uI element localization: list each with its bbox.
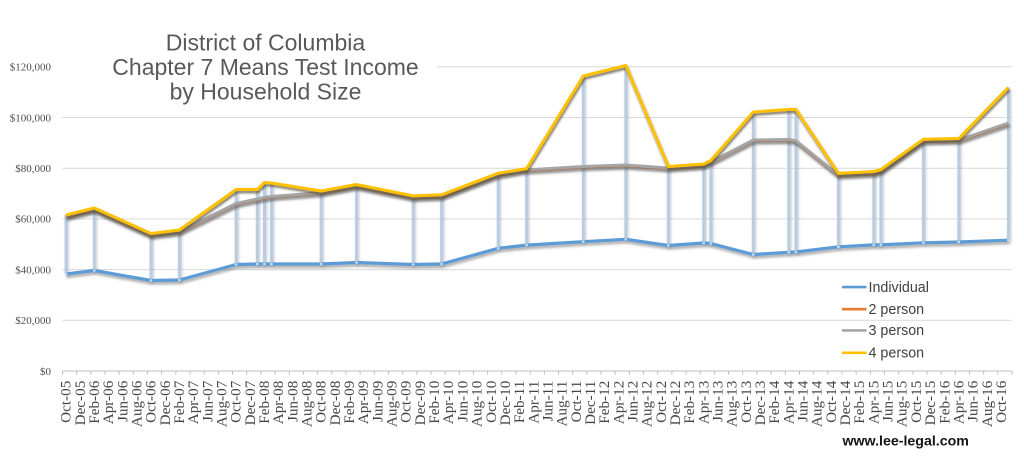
svg-text:Oct-14: Oct-14 <box>823 380 840 423</box>
svg-text:Apr-11: Apr-11 <box>525 381 542 424</box>
svg-text:Aug-07: Aug-07 <box>214 380 231 427</box>
svg-text:Apr-15: Apr-15 <box>865 381 882 425</box>
svg-text:Feb-06: Feb-06 <box>86 380 103 423</box>
svg-text:Dec-06: Dec-06 <box>157 380 174 425</box>
svg-text:Dec-13: Dec-13 <box>752 381 769 426</box>
svg-text:Feb-16: Feb-16 <box>936 380 953 423</box>
svg-text:by Household Size: by Household Size <box>170 79 362 105</box>
svg-text:Oct-10: Oct-10 <box>483 380 500 423</box>
svg-text:Oct-05: Oct-05 <box>58 381 75 423</box>
svg-text:Dec-08: Dec-08 <box>327 380 344 425</box>
svg-text:Jun-14: Jun-14 <box>795 380 812 422</box>
svg-text:Apr-09: Apr-09 <box>355 381 372 425</box>
svg-text:Dec-14: Dec-14 <box>837 380 854 425</box>
svg-text:Feb-14: Feb-14 <box>766 380 783 423</box>
svg-text:Aug-09: Aug-09 <box>384 381 401 427</box>
svg-text:Apr-08: Apr-08 <box>270 380 287 424</box>
svg-text:Jun-11: Jun-11 <box>539 381 556 422</box>
svg-text:Aug-16: Aug-16 <box>979 380 996 427</box>
svg-text:Oct-16: Oct-16 <box>993 380 1010 423</box>
svg-text:Apr-16: Apr-16 <box>950 380 967 424</box>
svg-text:Aug-15: Aug-15 <box>894 381 911 427</box>
svg-text:Oct-11: Oct-11 <box>568 381 585 423</box>
svg-text:Feb-09: Feb-09 <box>341 381 358 424</box>
svg-text:Feb-13: Feb-13 <box>681 381 698 424</box>
svg-text:$100,000: $100,000 <box>10 112 52 124</box>
svg-text:3 person: 3 person <box>869 323 925 339</box>
svg-text:Oct-15: Oct-15 <box>908 381 925 423</box>
svg-text:Feb-07: Feb-07 <box>171 380 188 423</box>
svg-text:Apr-13: Apr-13 <box>695 381 712 425</box>
svg-text:Apr-12: Apr-12 <box>610 381 627 425</box>
svg-text:Feb-15: Feb-15 <box>851 381 868 424</box>
svg-text:Jun-10: Jun-10 <box>454 380 471 422</box>
svg-text:Dec-11: Dec-11 <box>582 381 599 425</box>
svg-text:Dec-09: Dec-09 <box>412 381 429 426</box>
svg-text:Jun-06: Jun-06 <box>114 380 131 422</box>
svg-text:Aug-12: Aug-12 <box>639 381 656 427</box>
svg-text:$80,000: $80,000 <box>15 163 51 175</box>
svg-text:Oct-08: Oct-08 <box>313 380 330 423</box>
svg-text:4 person: 4 person <box>869 346 925 362</box>
svg-text:www.lee-legal.com: www.lee-legal.com <box>841 434 968 450</box>
svg-text:Dec-07: Dec-07 <box>242 380 259 425</box>
svg-text:Dec-12: Dec-12 <box>667 381 684 426</box>
svg-text:Oct-13: Oct-13 <box>738 381 755 423</box>
svg-text:Aug-10: Aug-10 <box>469 380 486 427</box>
svg-text:$20,000: $20,000 <box>15 315 51 327</box>
svg-text:District of Columbia: District of Columbia <box>166 29 366 55</box>
svg-text:Apr-07: Apr-07 <box>185 380 202 424</box>
svg-text:Dec-05: Dec-05 <box>72 381 89 426</box>
svg-text:Chapter 7 Means Test Income: Chapter 7 Means Test Income <box>112 54 418 80</box>
svg-text:Aug-08: Aug-08 <box>299 380 316 427</box>
svg-text:Feb-12: Feb-12 <box>596 381 613 424</box>
svg-text:Jun-16: Jun-16 <box>965 380 982 422</box>
svg-text:Oct-12: Oct-12 <box>653 381 670 423</box>
svg-text:2 person: 2 person <box>869 302 925 318</box>
svg-text:Aug-06: Aug-06 <box>129 380 146 427</box>
svg-text:Oct-07: Oct-07 <box>228 380 245 423</box>
svg-text:Apr-06: Apr-06 <box>100 380 117 424</box>
svg-text:Feb-11: Feb-11 <box>511 381 528 423</box>
svg-text:Jun-15: Jun-15 <box>880 381 897 422</box>
svg-text:Jun-09: Jun-09 <box>369 381 386 422</box>
svg-text:Dec-10: Dec-10 <box>497 380 514 425</box>
svg-text:$0: $0 <box>40 366 52 378</box>
svg-text:Jun-12: Jun-12 <box>625 381 642 422</box>
svg-text:Dec-15: Dec-15 <box>922 381 939 426</box>
svg-text:Apr-10: Apr-10 <box>440 380 457 424</box>
svg-text:Jun-13: Jun-13 <box>710 381 727 422</box>
svg-text:Aug-11: Aug-11 <box>554 381 571 427</box>
svg-text:Individual: Individual <box>869 280 929 296</box>
svg-text:Feb-10: Feb-10 <box>426 380 443 423</box>
svg-text:Aug-14: Aug-14 <box>809 380 826 427</box>
svg-text:$120,000: $120,000 <box>10 62 52 74</box>
svg-text:$60,000: $60,000 <box>15 214 51 226</box>
svg-text:Jun-08: Jun-08 <box>284 380 301 422</box>
svg-text:Apr-14: Apr-14 <box>780 380 797 424</box>
svg-text:Feb-08: Feb-08 <box>256 380 273 423</box>
svg-text:Oct-06: Oct-06 <box>143 380 160 423</box>
svg-text:Oct-09: Oct-09 <box>398 381 415 423</box>
svg-text:$40,000: $40,000 <box>15 264 51 276</box>
svg-text:Jun-07: Jun-07 <box>199 380 216 422</box>
svg-text:Aug-13: Aug-13 <box>724 381 741 427</box>
